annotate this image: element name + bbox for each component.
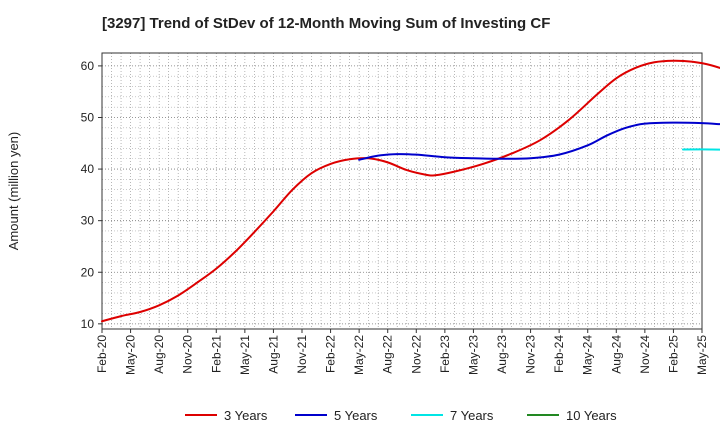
y-tick-label: 20 — [81, 265, 95, 279]
series-line-5-years — [358, 121, 720, 161]
x-tick-label: Feb-20 — [95, 335, 109, 373]
x-tick-label: Feb-25 — [666, 335, 680, 373]
legend-label-3-years: 3 Years — [224, 408, 268, 423]
x-tick-label: Nov-21 — [295, 335, 309, 374]
series-lines — [101, 59, 720, 323]
y-tick-label: 30 — [81, 214, 95, 228]
legend: 3 Years 5 Years 7 Years 10 Years — [185, 408, 617, 423]
series-line-7-years — [681, 148, 720, 151]
legend-label-5-years: 5 Years — [334, 408, 378, 423]
plot-area — [101, 52, 703, 330]
x-tick-label: Nov-20 — [181, 335, 195, 374]
x-tick-label: May-22 — [352, 335, 366, 375]
x-tick-label: Aug-21 — [266, 335, 280, 374]
x-tick-label: May-23 — [466, 335, 480, 375]
x-tick-label: Nov-22 — [409, 335, 423, 374]
x-tick-label: Aug-23 — [495, 335, 509, 374]
y-tick-label: 40 — [81, 162, 95, 176]
y-tick-label: 10 — [81, 317, 95, 331]
x-tick-label: Aug-24 — [609, 335, 623, 374]
x-tick-label: Feb-23 — [438, 335, 452, 373]
x-tick-label: May-21 — [238, 335, 252, 375]
x-tick-label: Nov-23 — [524, 335, 538, 374]
chart-title: [3297] Trend of StDev of 12-Month Moving… — [102, 15, 550, 32]
x-tick-label: May-25 — [695, 335, 709, 375]
legend-label-10-years: 10 Years — [566, 408, 617, 423]
series-line-3-years — [101, 59, 720, 323]
y-axis-ticks: 10 20 30 40 50 60 — [81, 59, 102, 331]
x-tick-label: May-24 — [581, 335, 595, 375]
legend-label-7-years: 7 Years — [450, 408, 494, 423]
x-axis-ticks: Feb-20 May-20 Aug-20 Nov-20 Feb-21 May-21 Aug-… — [95, 329, 709, 375]
x-tick-label: Aug-20 — [152, 335, 166, 374]
x-tick-label: Feb-24 — [552, 335, 566, 373]
x-tick-label: Feb-21 — [209, 335, 223, 373]
y-axis-label: Amount (million yen) — [6, 132, 21, 251]
x-tick-label: Nov-24 — [638, 335, 652, 374]
gridlines — [102, 53, 702, 329]
x-tick-label: Aug-22 — [381, 335, 395, 374]
x-tick-label: May-20 — [124, 335, 138, 375]
y-tick-label: 60 — [81, 59, 95, 73]
y-tick-label: 50 — [81, 110, 95, 124]
x-tick-label: Feb-22 — [324, 335, 338, 373]
